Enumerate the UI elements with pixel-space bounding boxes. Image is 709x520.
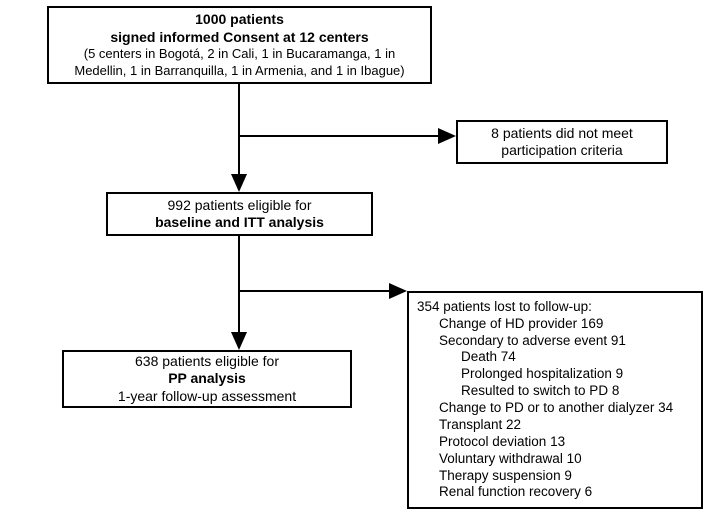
eligible-line1: 992 patients eligible for [168,197,312,215]
eligible-line2: baseline and ITT analysis [155,214,324,232]
eligible-box: 992 patients eligible for baseline and I… [106,192,373,236]
lost-reason-item: Secondary to adverse event 91 [417,333,693,350]
enroll-box: 1000 patients signed informed Consent at… [47,6,432,84]
lost-box: 354 patients lost to follow-up: Change o… [407,291,703,509]
pp-line1: 638 patients eligible for [135,353,279,371]
lost-reason-item: Change to PD or to another dialyzer 34 [417,400,693,417]
enroll-line2: signed informed Consent at 12 centers [110,29,368,47]
excluded-line1: 8 patients did not meet [491,125,633,143]
lost-reason-item: Prolonged hospitalization 9 [417,366,693,383]
pp-line3: 1-year follow-up assessment [118,388,296,406]
enroll-line3: (5 centers in Bogotá, 2 in Cali, 1 in Bu… [57,46,422,79]
lost-reason-item: Renal function recovery 6 [417,484,693,501]
pp-line2: PP analysis [168,370,246,388]
lost-reason-item: Change of HD provider 169 [417,316,693,333]
lost-reason-item: Resulted to switch to PD 8 [417,383,693,400]
enroll-line1: 1000 patients [195,11,284,29]
lost-reason-item: Death 74 [417,349,693,366]
pp-box: 638 patients eligible for PP analysis 1-… [62,350,352,408]
excluded-box: 8 patients did not meet participation cr… [456,120,668,164]
lost-reason-item: Voluntary withdrawal 10 [417,451,693,468]
excluded-line2: participation criteria [501,142,622,160]
lost-reason-item: Protocol deviation 13 [417,434,693,451]
lost-reasons: Change of HD provider 169Secondary to ad… [417,316,693,502]
lost-reason-item: Transplant 22 [417,417,693,434]
lost-reason-item: Therapy suspension 9 [417,468,693,485]
lost-header: 354 patients lost to follow-up: [417,299,592,316]
